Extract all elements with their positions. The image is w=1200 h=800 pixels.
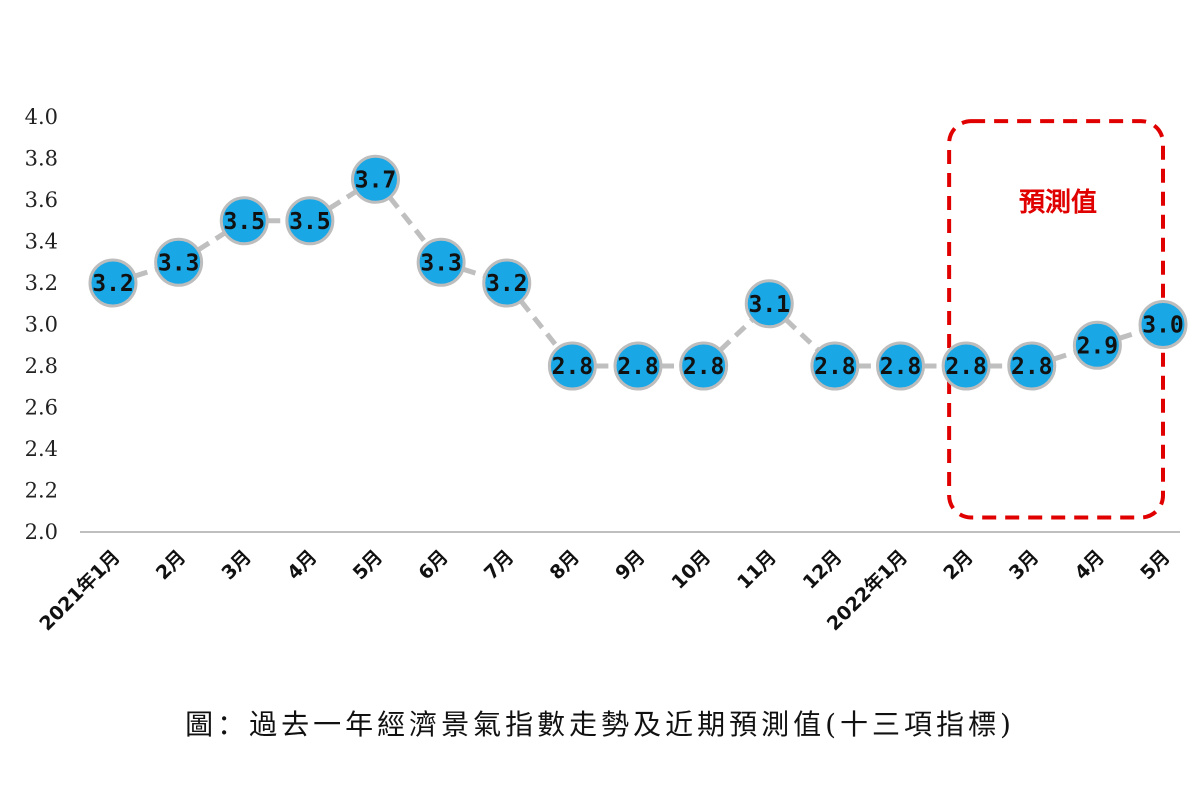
data-point [744,279,794,329]
data-label: 3.2 [486,271,528,297]
y-tick-label: 3.6 [25,188,58,212]
x-tick-label: 2021年1月 [35,545,125,635]
series-line-segment [134,266,158,279]
y-tick-label: 2.0 [25,520,58,544]
x-tick-label: 4月 [283,546,321,584]
data-label: 3.7 [355,167,397,193]
y-tick-label: 2.4 [25,437,58,461]
forecast-label: 預測值 [1019,188,1097,218]
data-point [1138,300,1188,349]
series-line-segment [784,317,820,352]
data-label: 3.5 [223,209,265,235]
x-tick-label: 6月 [414,546,452,584]
data-label: 3.1 [748,292,790,318]
data-point [1072,320,1122,370]
data-point [547,341,597,391]
data-label: 2.8 [814,354,856,380]
y-tick-label: 4.0 [25,105,58,129]
y-tick-label: 3.8 [25,147,58,171]
data-point [219,196,269,246]
data-label: 3.3 [158,250,200,276]
x-tick-label: 2月 [152,546,190,584]
x-tick-label: 11月 [733,546,781,594]
data-label: 3.3 [420,250,462,276]
data-label: 2.8 [945,354,987,380]
data-point [941,341,991,391]
x-tick-label: 2月 [939,546,977,584]
line-chart: 2.0 2.2 2.4 2.6 2.8 3.0 3.2 3.4 3.6 3.8 4.0 預測值 3.2 3… [25,105,1188,635]
data-point [351,154,400,204]
data-point [88,258,138,308]
data-point [876,341,925,391]
y-tick-label: 2.2 [25,479,58,503]
series-line-segment [1052,349,1077,362]
series-line-segment [519,299,561,350]
series-line-segment [1118,329,1142,341]
x-tick-label: 7月 [480,546,518,584]
data-point [1007,341,1057,391]
y-tick-label: 3.2 [25,271,58,295]
x-tick-label: 12月 [799,546,847,594]
data-label: 2.8 [552,354,594,380]
forecast-box [947,119,1165,520]
series-line-segment [327,189,358,211]
y-tick-label: 3.4 [25,230,58,254]
x-tick-label: 8月 [546,546,584,584]
x-tick-label: 4月 [1071,546,1109,584]
series-line-segment [462,266,486,279]
y-tick-label: 3.0 [25,313,58,337]
x-tick-label: 3月 [217,546,255,584]
data-point [416,237,466,287]
data-point [154,237,204,287]
data-point [613,341,663,391]
data-label: 2.9 [1077,333,1119,359]
series-line-segment [387,195,429,246]
data-point [810,341,860,391]
series-line-segment [718,317,755,352]
data-label: 2.8 [683,354,725,380]
x-tick-label: 5月 [1136,546,1174,584]
y-tick-label: 2.6 [25,396,58,420]
data-label: 2.8 [617,354,659,380]
x-tick-label: 5月 [349,546,387,584]
y-tick-label: 2.8 [25,354,58,378]
data-label: 2.8 [880,354,922,380]
chart-caption: 圖：過去一年經濟景氣指數走勢及近期預測值(十三項指標) [185,708,1015,741]
x-tick-label: 3月 [1005,546,1043,584]
data-label: 2.8 [1011,354,1053,380]
data-point [679,341,729,391]
x-tick-label: 9月 [611,546,649,584]
data-label: 3.2 [92,271,134,297]
data-point [285,196,335,246]
data-point [482,258,532,308]
series-line-segment [196,230,227,253]
x-tick-label: 10月 [667,546,715,594]
data-label: 3.0 [1142,313,1184,339]
data-label: 3.5 [289,209,331,235]
